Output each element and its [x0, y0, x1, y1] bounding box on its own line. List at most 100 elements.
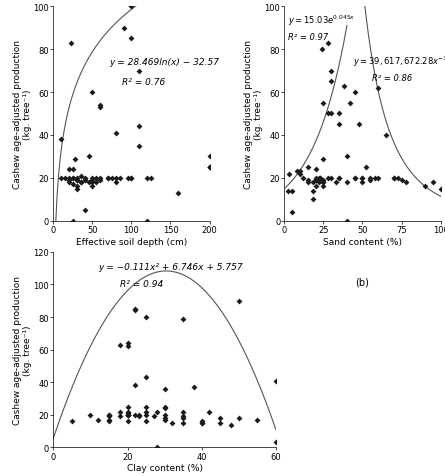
Text: y = −0.111x² + 6.746x + 5.757: y = −0.111x² + 6.746x + 5.757 [98, 262, 243, 271]
Point [362, 164, 369, 172]
Point [324, 110, 332, 118]
Point [112, 179, 119, 187]
Point [324, 40, 332, 48]
Point [390, 175, 397, 182]
Point [154, 444, 161, 451]
Point [317, 175, 324, 182]
Point [315, 175, 322, 182]
Point [61, 175, 69, 182]
Point [359, 175, 366, 182]
Point [58, 136, 65, 144]
Point [309, 188, 316, 195]
Point [336, 175, 343, 182]
Point [206, 164, 213, 172]
Point [206, 164, 213, 172]
Point [93, 175, 100, 182]
Point [154, 408, 161, 416]
Point [112, 175, 119, 182]
Point [332, 179, 340, 187]
X-axis label: Effective soil depth (cm): Effective soil depth (cm) [76, 237, 187, 246]
Point [120, 25, 127, 32]
Point [136, 68, 143, 75]
Point [312, 177, 319, 184]
Point [81, 177, 88, 184]
Point [131, 307, 138, 315]
Y-axis label: Cashew age-adjusted production
(kg. tree⁻¹): Cashew age-adjusted production (kg. tree… [13, 276, 32, 424]
Point [254, 416, 261, 424]
Point [351, 175, 358, 182]
Point [359, 175, 366, 182]
Point [398, 177, 405, 184]
Point [284, 188, 291, 195]
Point [336, 121, 343, 129]
Point [206, 164, 213, 172]
Point [206, 153, 213, 161]
Point [142, 408, 150, 416]
Point [228, 421, 235, 428]
Point [320, 177, 327, 184]
Point [124, 411, 131, 419]
Point [135, 413, 142, 420]
Point [136, 123, 143, 131]
Point [336, 175, 343, 182]
Point [131, 382, 138, 389]
Text: R² = 0.97: R² = 0.97 [287, 33, 328, 42]
Point [142, 417, 150, 425]
Point [272, 439, 279, 446]
Point [198, 419, 205, 427]
Point [375, 175, 382, 182]
X-axis label: Sand content (%): Sand content (%) [323, 237, 402, 246]
Point [94, 416, 101, 424]
Point [336, 110, 343, 118]
Point [320, 183, 327, 191]
Point [142, 411, 150, 419]
Point [180, 419, 187, 427]
Point [175, 189, 182, 197]
Point [131, 411, 138, 419]
Point [124, 408, 131, 416]
Point [65, 179, 73, 187]
Point [429, 179, 436, 187]
Point [142, 403, 150, 411]
Point [320, 179, 327, 187]
Point [69, 417, 76, 425]
Point [312, 183, 319, 191]
Point [180, 414, 187, 422]
Point [124, 403, 131, 411]
Point [77, 179, 84, 187]
Point [147, 175, 154, 182]
Point [161, 403, 168, 411]
Point [206, 408, 213, 416]
Point [69, 166, 77, 174]
Text: (a): (a) [125, 277, 138, 287]
Text: y = 28.469ln(x) − 32.57: y = 28.469ln(x) − 32.57 [109, 58, 219, 67]
Point [328, 175, 335, 182]
Point [105, 417, 113, 425]
Point [72, 155, 79, 163]
Point [344, 153, 351, 161]
Point [324, 175, 332, 182]
Point [372, 175, 379, 182]
Point [437, 185, 444, 193]
Point [128, 36, 135, 43]
Point [135, 411, 142, 419]
Text: R² = 0.94: R² = 0.94 [120, 279, 163, 288]
Point [235, 414, 243, 422]
Point [161, 405, 168, 412]
Point [340, 83, 348, 90]
Point [89, 175, 96, 182]
Point [81, 207, 88, 214]
Point [351, 89, 358, 97]
Point [124, 175, 131, 182]
Text: R² = 0.76: R² = 0.76 [122, 78, 166, 87]
Point [286, 170, 293, 178]
Point [161, 385, 168, 393]
Text: $y = 39,617,672.28x^{-3.27}$: $y = 39,617,672.28x^{-3.27}$ [353, 54, 445, 69]
Point [109, 175, 116, 182]
Point [105, 411, 113, 419]
Point [161, 411, 168, 419]
Point [97, 177, 104, 184]
Point [312, 177, 319, 184]
Point [69, 181, 77, 188]
Point [328, 110, 335, 118]
